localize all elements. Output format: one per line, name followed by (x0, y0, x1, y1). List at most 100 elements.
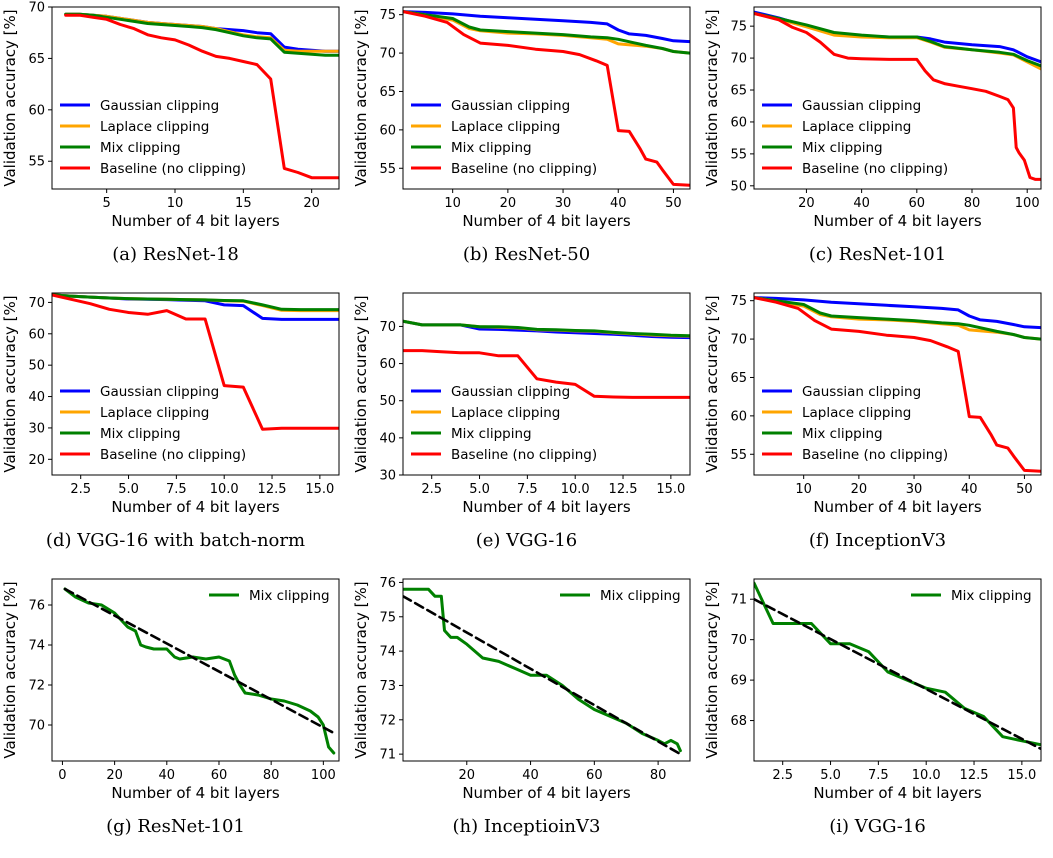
legend: Gaussian clipping Laplace clipping Mix cli… (60, 98, 246, 177)
x-tick-label: 100 (311, 768, 336, 783)
y-tick-label: 30 (28, 421, 45, 436)
y-tick-label: 55 (730, 448, 747, 463)
chart-panel-4: 2.5 5.0 7.5 10.0 12.5 15.0 20 30 40 50 60 70 Number … (0, 286, 351, 572)
x-tick-label: 80 (263, 768, 280, 783)
y-axis-title: Validation accuracy [%] (352, 9, 370, 186)
x-tick-label: 80 (650, 768, 667, 783)
y-axis-title: Validation accuracy [%] (1, 295, 19, 472)
legend-label: Mix clipping (802, 426, 883, 442)
legend-label: Laplace clipping (802, 119, 911, 135)
series-group (64, 12, 339, 180)
chart-svg: 2.5 5.0 7.5 10.0 12.5 15.0 20 30 40 50 60 70 Number … (1, 292, 340, 516)
x-axis-title: Number of 4 bit layers (111, 212, 280, 230)
series-line-4 (403, 349, 690, 399)
legend-label: Laplace clipping (802, 405, 911, 421)
legend-label: Baseline (no clipping) (451, 161, 597, 177)
legend: Gaussian clipping Laplace clipping Mix cli… (762, 384, 948, 463)
y-tick-label: 76 (28, 599, 45, 614)
y-tick-label: 60 (379, 123, 396, 138)
plot-frame (402, 578, 691, 762)
y-tick-label: 70 (28, 1, 45, 16)
x-tick-label: 10.0 (912, 768, 941, 783)
y-tick-label: 68 (730, 714, 747, 729)
x-tick-label: 40 (961, 482, 978, 497)
legend: Gaussian clipping Laplace clipping Mix cli… (762, 98, 948, 177)
x-tick-label: 100 (1015, 196, 1040, 211)
x-tick-label: 15.0 (656, 482, 685, 497)
x-tick-label: 12.5 (258, 482, 287, 497)
legend: Mix clipping (209, 588, 330, 604)
y-tick-label: 60 (28, 327, 45, 342)
x-axis-title: Number of 4 bit layers (462, 498, 631, 516)
x-axis-title: Number of 4 bit layers (111, 784, 280, 802)
series-line-4 (403, 10, 690, 187)
y-axis-title: Validation accuracy [%] (703, 581, 721, 758)
y-axis-title: Validation accuracy [%] (352, 581, 370, 758)
y-tick-label: 70 (730, 52, 747, 67)
y-tick-label: 40 (28, 390, 45, 405)
y-tick-label: 50 (379, 394, 396, 409)
legend-label: Baseline (no clipping) (802, 161, 948, 177)
chart-caption: (e) VGG-16 (475, 530, 578, 551)
legend-label: Laplace clipping (100, 405, 209, 421)
series-group (52, 293, 339, 431)
chart-panel-6: 10 20 30 40 50 55 60 65 70 75 Number of 4 bit laye… (702, 286, 1053, 572)
chart-svg: 20 40 60 80 100 50 55 60 65 70 75 Number of 4 bit l… (703, 6, 1042, 230)
chart-svg: 10 20 30 40 50 55 60 65 70 75 Number of 4 bit laye… (703, 292, 1042, 516)
x-tick-label: 7.5 (868, 768, 889, 783)
y-tick-label: 70 (730, 633, 747, 648)
x-tick-label: 0 (58, 768, 66, 783)
series-line-3 (64, 12, 339, 57)
plot-frame (402, 6, 691, 190)
x-tick-label: 7.5 (166, 482, 187, 497)
series-line-4 (754, 11, 1041, 181)
series-line-1 (403, 10, 690, 44)
chart-panel-8: 20 40 60 80 71 72 73 74 75 76 Number of 4 bit laye… (351, 572, 702, 858)
legend-label: Mix clipping (451, 140, 532, 156)
y-tick-label: 70 (28, 296, 45, 311)
chart-svg: 2.5 5.0 7.5 10.0 12.5 15.0 68 69 70 71 Number of 4… (703, 578, 1042, 802)
y-axis-title: Validation accuracy [%] (703, 9, 721, 186)
series-group (754, 10, 1041, 181)
y-tick-label: 73 (379, 679, 396, 694)
x-tick-label: 15 (235, 196, 252, 211)
chart-svg: 10 20 30 40 50 55 60 65 70 75 Number of 4 bit laye… (352, 6, 691, 230)
x-tick-label: 60 (909, 196, 926, 211)
y-tick-label: 75 (730, 294, 747, 309)
x-tick-label: 50 (665, 196, 682, 211)
y-tick-label: 60 (730, 409, 747, 424)
y-tick-label: 70 (730, 333, 747, 348)
y-tick-label: 75 (379, 610, 396, 625)
y-tick-label: 40 (379, 431, 396, 446)
series-line-3 (403, 319, 690, 338)
series-line-1 (63, 587, 336, 755)
y-tick-label: 55 (730, 147, 747, 162)
legend-label: Gaussian clipping (451, 384, 570, 400)
plot-frame (51, 6, 340, 190)
chart-panel-5: 2.5 5.0 7.5 10.0 12.5 15.0 30 40 50 60 70 Number of… (351, 286, 702, 572)
chart-svg: 0 20 40 60 80 100 70 72 74 76 Number of 4 bit laye… (1, 578, 340, 802)
y-tick-label: 65 (28, 52, 45, 67)
y-tick-label: 72 (28, 679, 45, 694)
x-tick-label: 20 (851, 482, 868, 497)
x-tick-label: 12.5 (960, 768, 989, 783)
x-tick-label: 30 (906, 482, 923, 497)
legend: Mix clipping (560, 588, 681, 604)
legend-label: Laplace clipping (100, 119, 209, 135)
x-axis-title: Number of 4 bit layers (111, 498, 280, 516)
x-axis-title: Number of 4 bit layers (813, 498, 982, 516)
legend-label: Gaussian clipping (100, 98, 219, 114)
plot-frame (753, 292, 1042, 476)
chart-caption: (h) InceptioinV3 (452, 816, 601, 837)
y-tick-label: 60 (28, 103, 45, 118)
x-tick-label: 30 (555, 196, 572, 211)
y-tick-label: 55 (379, 162, 396, 177)
x-tick-label: 10 (795, 482, 812, 497)
y-tick-label: 72 (379, 713, 396, 728)
series-line-3 (52, 293, 339, 312)
x-tick-label: 40 (159, 768, 176, 783)
y-tick-label: 69 (730, 674, 747, 689)
y-tick-label: 70 (379, 320, 396, 335)
x-tick-label: 5.0 (820, 768, 841, 783)
y-tick-label: 74 (28, 639, 45, 654)
